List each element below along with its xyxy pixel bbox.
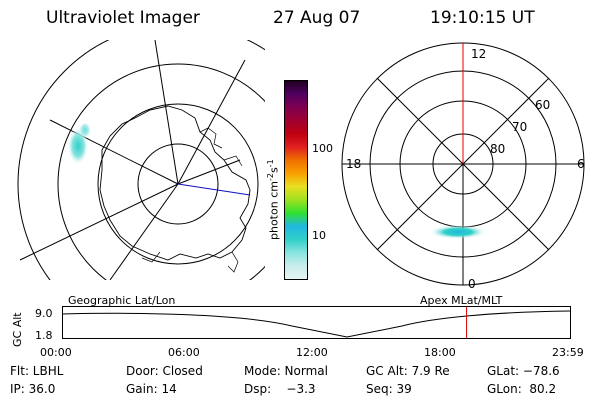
meridian-line [177, 183, 251, 196]
dsp-value: Dsp: −3.3 [244, 382, 316, 396]
colorbar-tick-10: 10 [312, 229, 326, 242]
lat-circle [57, 63, 265, 280]
timeline-xtick-0000: 00:00 [40, 346, 72, 359]
coastline [141, 127, 243, 273]
mlt-label-12: 12 [471, 47, 486, 61]
date-label: 27 Aug 07 [273, 8, 361, 28]
timeline-ytick-low: 1.8 [35, 329, 53, 342]
instrument-title: Ultraviolet Imager [46, 8, 200, 28]
lat-circle [17, 40, 265, 280]
mlat-label-60: 60 [535, 98, 550, 112]
timeline-ylabel: GC Alt [11, 312, 24, 347]
gc-altitude-value: GC Alt: 7.9 Re [366, 364, 450, 378]
geo-latitude-value: GLat: −78.6 [487, 364, 560, 378]
geographic-map [17, 40, 265, 280]
aurora-oval [430, 225, 486, 239]
orbit-altitude-timeline [61, 306, 571, 339]
lat-circle [137, 143, 219, 225]
magnetic-polar-plot: 12 18 6 0 60 70 80 [341, 42, 585, 291]
altitude-curve [61, 310, 571, 338]
gain-value: Gain: 14 [126, 382, 177, 396]
sequence-value: Seq: 39 [366, 382, 412, 396]
colorbar-unit-label: photon cm-2s-1 [266, 159, 281, 240]
time-label: 19:10:15 UT [430, 8, 535, 28]
mlat-label-80: 80 [490, 142, 505, 156]
lon-line [49, 119, 179, 185]
coastline [99, 105, 251, 261]
timeline-xtick-1200: 12:00 [296, 346, 328, 359]
timeline-xtick-0600: 06:00 [168, 346, 200, 359]
mlat-label-70: 70 [512, 120, 527, 134]
lat-circle [97, 103, 259, 265]
lon-line [19, 183, 179, 261]
filter-value: Flt: LBHL [10, 364, 64, 378]
colorbar-tick-100: 100 [312, 142, 333, 155]
mlt-label-6: 6 [577, 157, 585, 171]
lon-line [177, 159, 241, 185]
left-panel-caption: Geographic Lat/Lon [68, 294, 176, 307]
lon-line [109, 183, 179, 280]
mlt-label-0: 0 [468, 277, 476, 291]
timeline-xtick-2359: 23:59 [552, 346, 584, 359]
right-panel-caption: Apex MLat/MLT [420, 294, 503, 307]
aurora-patch [79, 122, 91, 138]
lon-line [154, 40, 179, 185]
timeline-xtick-1800: 18:00 [424, 346, 456, 359]
mlt-label-18: 18 [346, 157, 361, 171]
mode-value: Mode: Normal [244, 364, 328, 378]
ip-value: IP: 36.0 [10, 382, 56, 396]
timeline-ytick-high: 9.0 [35, 307, 53, 320]
geo-longitude-value: GLon: 80.2 [487, 382, 557, 396]
lon-line [177, 59, 246, 185]
colorbar [284, 80, 308, 280]
door-status: Door: Closed [126, 364, 203, 378]
